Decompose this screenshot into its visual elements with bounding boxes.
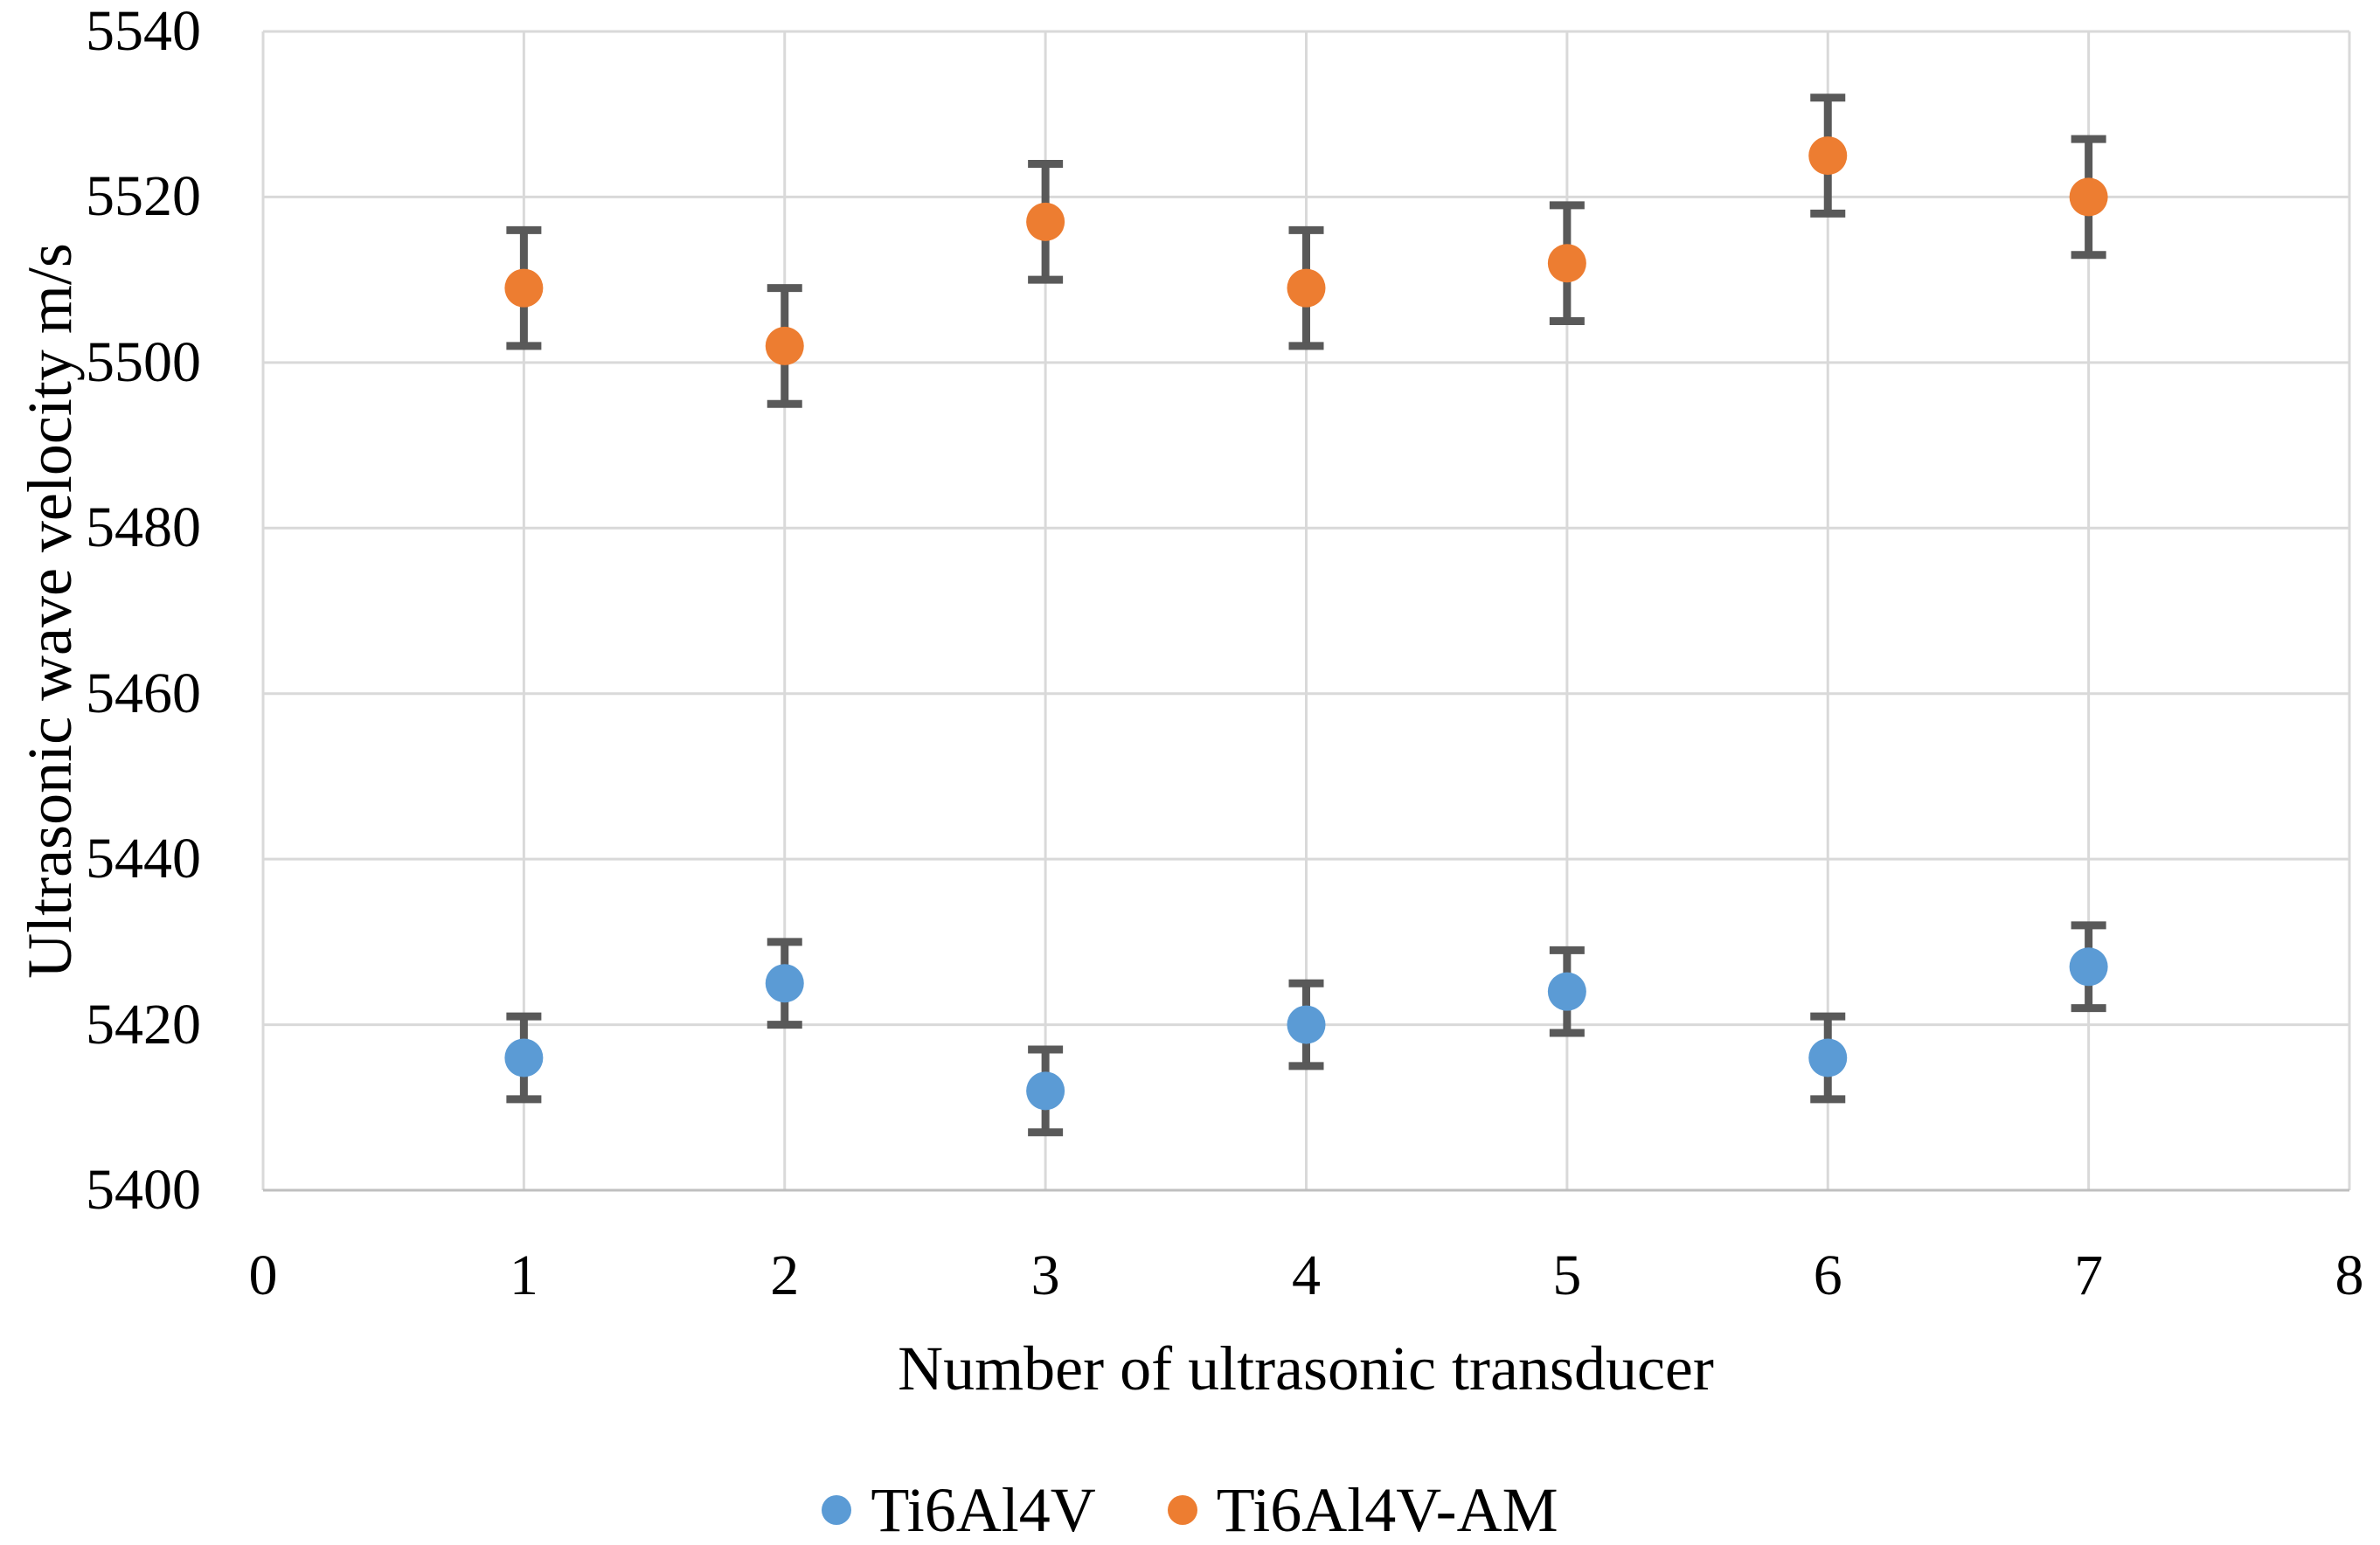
data-point-Ti6Al4V-AM [1287, 268, 1326, 308]
x-tick-label-7: 7 [2074, 1244, 2104, 1307]
y-tick-label-5400: 5400 [86, 1158, 201, 1222]
data-point-Ti6Al4V-AM [504, 268, 544, 308]
x-tick-label-3: 3 [1030, 1244, 1060, 1307]
legend-item-Ti6Al4V-AM: Ti6Al4V-AM [1167, 1475, 1558, 1545]
data-point-Ti6Al4V-AM [1026, 202, 1065, 241]
x-tick-label-5: 5 [1552, 1244, 1582, 1307]
y-tick-label-5540: 5540 [86, 0, 201, 63]
x-tick-label-8: 8 [2335, 1244, 2364, 1307]
legend-marker-icon [822, 1495, 852, 1525]
y-tick-label-5520: 5520 [86, 164, 201, 229]
y-tick-label-5480: 5480 [86, 495, 201, 560]
x-tick-label-6: 6 [1813, 1244, 1842, 1307]
legend-marker-icon [1167, 1495, 1197, 1525]
x-axis-title: Number of ultrasonic transducer [898, 1334, 1714, 1403]
y-tick-label-5500: 5500 [86, 329, 201, 394]
legend: Ti6Al4V Ti6Al4V-AM [0, 1479, 2380, 1542]
data-point-Ti6Al4V [2069, 947, 2108, 987]
data-point-Ti6Al4V [765, 964, 804, 1003]
data-point-Ti6Al4V [1547, 972, 1586, 1011]
y-axis-title: Ultrasonic wave velocity m/s [15, 243, 85, 979]
data-point-Ti6Al4V-AM [1547, 244, 1586, 283]
data-point-Ti6Al4V [1287, 1005, 1326, 1044]
data-point-Ti6Al4V-AM [1808, 136, 1848, 176]
data-point-Ti6Al4V-AM [765, 326, 804, 365]
legend-item-Ti6Al4V: Ti6Al4V [822, 1475, 1096, 1545]
data-point-Ti6Al4V [504, 1038, 544, 1077]
x-tick-label-1: 1 [509, 1244, 538, 1307]
data-point-Ti6Al4V [1808, 1038, 1848, 1077]
x-tick-label-2: 2 [770, 1244, 800, 1307]
legend-label: Ti6Al4V [871, 1475, 1096, 1545]
y-tick-label-5460: 5460 [86, 661, 201, 725]
y-tick-label-5440: 5440 [86, 827, 201, 891]
data-point-Ti6Al4V-AM [2069, 177, 2108, 217]
x-tick-label-0: 0 [248, 1244, 278, 1307]
legend-label: Ti6Al4V-AM [1216, 1475, 1558, 1545]
y-tick-label-5420: 5420 [86, 992, 201, 1057]
x-tick-label-4: 4 [1292, 1244, 1321, 1307]
data-point-Ti6Al4V [1026, 1071, 1065, 1111]
